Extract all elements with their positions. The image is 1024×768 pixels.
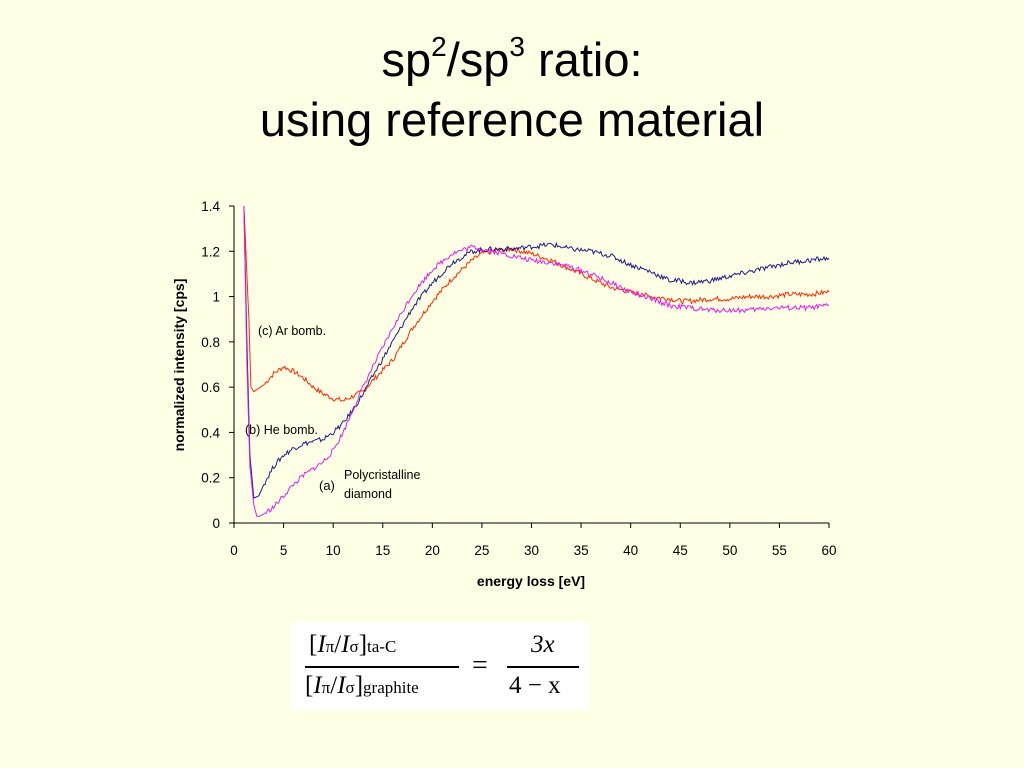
- x-tick-label: 15: [375, 543, 390, 558]
- y-tick-label: 0.8: [201, 335, 220, 350]
- x-tick-label: 10: [326, 543, 341, 558]
- x-tick-label: 30: [524, 543, 539, 558]
- annotation-b-label: (b) He bomb.: [245, 423, 318, 437]
- x-tick-label: 20: [425, 543, 440, 558]
- x-tick-label: 0: [230, 543, 238, 558]
- x-tick-label: 40: [623, 543, 638, 558]
- annotation-a-desc-line2: diamond: [344, 487, 392, 501]
- formula-rhs-fraction-bar: [507, 666, 579, 668]
- y-tick-label: 1.2: [201, 244, 220, 259]
- series-layer: [243, 205, 830, 517]
- x-tick-label: 25: [474, 543, 489, 558]
- series-c-line: [243, 205, 830, 402]
- formula-lhs-denominator: [Iπ/Iσ]graphite: [305, 672, 419, 699]
- y-tick-label: 0.6: [201, 380, 220, 395]
- y-tick-label: 1: [212, 290, 220, 305]
- y-tick-label: 0.4: [201, 425, 220, 440]
- eels-chart: 0 5 10 15 20 25 30 35 40 45 50 55 60 0 0.2 0.4 0.6 0.8 1 1.…: [171, 199, 837, 589]
- annotation-a-label: (a): [319, 478, 335, 493]
- formula-equals: =: [472, 650, 488, 681]
- series-b-line: [243, 205, 830, 499]
- formula-rhs-denominator: 4 − x: [509, 672, 561, 699]
- slide-title-line2: using reference material: [259, 93, 765, 146]
- y-axis-label: normalized intensity [cps]: [171, 279, 187, 452]
- x-tick-label: 5: [280, 543, 288, 558]
- y-tick-label: 0.2: [201, 471, 220, 486]
- x-tick-label: 55: [772, 543, 787, 558]
- x-axis-label: energy loss [eV]: [477, 573, 585, 589]
- y-tick-label: 1.4: [201, 199, 220, 214]
- y-tick-label: 0: [212, 516, 220, 531]
- formula-rhs-numerator: 3x: [531, 631, 555, 658]
- formula-lhs-fraction-bar: [305, 666, 459, 668]
- annotation-a-desc-line1: Polycristalline: [344, 468, 420, 482]
- x-tick-label: 45: [673, 543, 688, 558]
- x-tick-label: 35: [574, 543, 589, 558]
- x-tick-label: 50: [722, 543, 737, 558]
- x-tick-label: 60: [821, 543, 836, 558]
- axes-layer: 0 5 10 15 20 25 30 35 40 45 50 55 60 0 0.2 0.4 0.6 0.8 1 1.…: [201, 199, 836, 558]
- slide-title: sp2/sp3 ratio: using reference material: [0, 30, 1024, 150]
- series-a-line: [243, 205, 830, 517]
- ratio-formula: [Iπ/Iσ]ta-C [Iπ/Iσ]graphite = 3x 4 − x: [291, 622, 589, 710]
- slide-title-line1: sp2/sp3 ratio:: [381, 31, 643, 87]
- formula-lhs-numerator: [Iπ/Iσ]ta-C: [309, 631, 397, 658]
- annotation-c-label: (c) Ar bomb.: [258, 324, 326, 338]
